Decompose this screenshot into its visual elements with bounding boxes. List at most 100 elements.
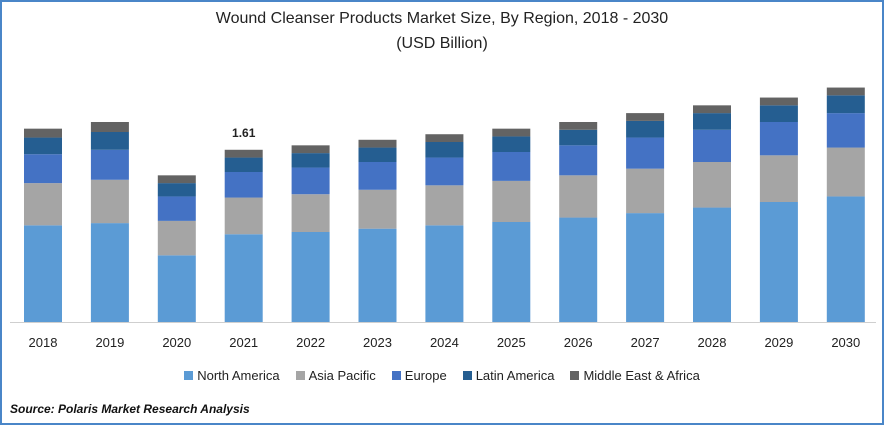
x-tick-label: 2028 <box>698 335 727 350</box>
bar-segment-middle-east-africa-2019 <box>90 122 129 132</box>
x-tick-label: 2023 <box>363 335 392 350</box>
bar-segment-latin-america-2018 <box>24 137 62 155</box>
bar-segment-middle-east-africa-2027 <box>626 113 665 121</box>
bar-segment-latin-america-2021 <box>224 157 263 172</box>
bar-segment-middle-east-africa-2025 <box>492 128 531 137</box>
bar-segment-middle-east-africa-2028 <box>693 105 731 114</box>
bar-segment-asia-pacific-2020 <box>157 220 196 256</box>
legend: North America Asia Pacific Europe Latin Ame… <box>2 368 882 383</box>
bar-segment-north-america-2030 <box>826 196 865 322</box>
bar-segment-middle-east-africa-2020 <box>157 175 196 184</box>
x-tick-label: 2019 <box>95 335 124 350</box>
legend-item-north-america: North America <box>184 368 280 383</box>
legend-item-europe: Europe <box>391 368 447 383</box>
x-tick-label: 2029 <box>764 335 793 350</box>
bar-segment-north-america-2028 <box>693 207 731 322</box>
bar-segment-asia-pacific-2019 <box>90 179 129 224</box>
x-tick-label: 2024 <box>430 335 459 350</box>
bar-segment-latin-america-2025 <box>492 136 531 152</box>
legend-label: North America <box>197 368 280 383</box>
bar-segment-asia-pacific-2025 <box>492 180 531 222</box>
bar-segment-asia-pacific-2021 <box>224 197 263 235</box>
legend-label: Middle East & Africa <box>583 368 700 383</box>
bar-segment-europe-2027 <box>626 137 665 169</box>
bar-segment-latin-america-2027 <box>626 120 665 138</box>
bar-segment-middle-east-africa-2024 <box>425 134 464 142</box>
source-note: Source: Polaris Market Research Analysis <box>10 402 250 416</box>
bar-segment-north-america-2020 <box>157 255 196 322</box>
bar-segment-middle-east-africa-2029 <box>759 97 798 106</box>
x-tick-label: 2026 <box>564 335 593 350</box>
legend-item-asia-pacific: Asia Pacific <box>295 368 376 383</box>
bar-segment-latin-america-2029 <box>759 105 798 122</box>
bar-segment-europe-2026 <box>559 145 598 176</box>
bar-segment-europe-2022 <box>291 167 330 195</box>
x-tick-label: 2020 <box>162 335 191 350</box>
bar-segment-asia-pacific-2029 <box>759 155 798 202</box>
bar-segment-middle-east-africa-2026 <box>559 122 598 130</box>
bar-segment-north-america-2027 <box>626 213 665 322</box>
legend-swatch <box>391 371 401 380</box>
bar-segment-asia-pacific-2022 <box>291 194 330 232</box>
legend-swatch <box>184 371 194 380</box>
bar-segment-north-america-2024 <box>425 225 464 322</box>
legend-item-middle-east-africa: Middle East & Africa <box>570 368 700 383</box>
legend-label: Asia Pacific <box>308 368 376 383</box>
bar-segment-north-america-2023 <box>358 228 397 322</box>
bar-segment-north-america-2026 <box>559 217 598 322</box>
bar-segment-europe-2028 <box>693 129 731 162</box>
bar-segment-latin-america-2020 <box>157 183 196 197</box>
bar-segment-north-america-2021 <box>224 234 263 322</box>
bar-segment-asia-pacific-2023 <box>358 189 397 229</box>
bar-segment-middle-east-africa-2018 <box>24 128 62 138</box>
bar-segment-middle-east-africa-2022 <box>291 145 330 154</box>
bar-segment-latin-america-2024 <box>425 142 464 158</box>
bar-segment-middle-east-africa-2030 <box>826 87 865 96</box>
legend-swatch <box>295 371 305 380</box>
data-label: 1.61 <box>232 126 256 140</box>
bar-segment-europe-2020 <box>157 196 196 221</box>
bar-segment-europe-2019 <box>90 149 129 180</box>
bar-segment-europe-2025 <box>492 152 531 181</box>
bar-segment-latin-america-2030 <box>826 95 865 114</box>
bar-segment-middle-east-africa-2021 <box>224 149 263 158</box>
x-tick-label: 2021 <box>229 335 258 350</box>
bar-segment-north-america-2019 <box>90 223 129 322</box>
bar-segment-latin-america-2028 <box>693 113 731 130</box>
bar-segment-north-america-2022 <box>291 232 330 322</box>
legend-label: Europe <box>404 368 447 383</box>
bar-segment-latin-america-2022 <box>291 153 330 168</box>
bar-segment-asia-pacific-2024 <box>425 185 464 226</box>
bar-segment-middle-east-africa-2023 <box>358 139 397 148</box>
x-tick-label: 2025 <box>497 335 526 350</box>
legend-swatch <box>462 371 472 380</box>
bar-segment-latin-america-2019 <box>90 132 129 150</box>
legend-label: Latin America <box>475 368 555 383</box>
bar-segment-europe-2023 <box>358 162 397 190</box>
bar-segment-asia-pacific-2028 <box>693 162 731 208</box>
bar-segment-latin-america-2023 <box>358 147 397 162</box>
legend-swatch <box>570 371 580 380</box>
chart-subtitle: (USD Billion) <box>396 35 488 52</box>
bar-segment-north-america-2018 <box>24 225 62 322</box>
bar-segment-asia-pacific-2018 <box>24 183 62 226</box>
chart-title: Wound Cleanser Products Market Size, By … <box>215 10 669 27</box>
bar-segment-europe-2024 <box>425 157 464 186</box>
bar-segment-europe-2029 <box>759 122 798 156</box>
x-tick-label: 2027 <box>631 335 660 350</box>
bar-segment-europe-2021 <box>224 172 263 198</box>
x-tick-label: 2018 <box>29 335 58 350</box>
bar-segment-asia-pacific-2030 <box>826 147 865 197</box>
bar-segment-europe-2018 <box>24 154 62 184</box>
bar-segment-asia-pacific-2026 <box>559 175 598 218</box>
bar-segment-north-america-2029 <box>759 202 798 322</box>
legend-item-latin-america: Latin America <box>462 368 555 383</box>
bar-segment-europe-2030 <box>826 113 865 148</box>
x-tick-label: 2030 <box>831 335 860 350</box>
bar-segment-asia-pacific-2027 <box>626 168 665 214</box>
bar-segment-latin-america-2026 <box>559 129 598 146</box>
x-tick-label: 2022 <box>296 335 325 350</box>
bar-segment-north-america-2025 <box>492 222 531 322</box>
